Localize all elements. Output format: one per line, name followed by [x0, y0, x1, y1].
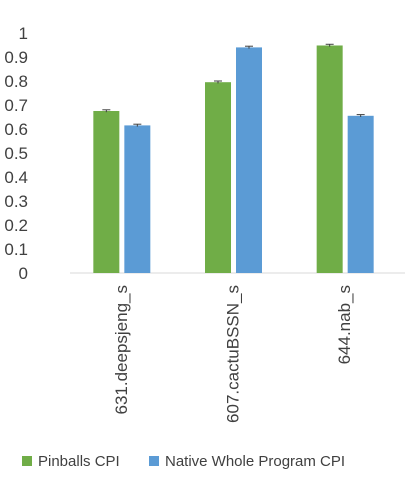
bar-pinballs-1 [205, 82, 231, 273]
legend: Pinballs CPI Native Whole Program CPI [22, 453, 345, 470]
y-tick-label: 0.6 [4, 120, 28, 139]
y-tick-label: 0.5 [4, 144, 28, 163]
bar-pinballs-0 [93, 111, 120, 273]
legend-swatch-native [149, 456, 159, 466]
y-tick-label: 0.3 [4, 192, 28, 211]
y-tick-label: 0.1 [4, 240, 28, 259]
y-tick-label: 0.8 [4, 72, 28, 91]
category-label: 644.nab_s [335, 285, 354, 364]
bar-native-0 [124, 125, 151, 274]
category-labels: 631.deepsjeng_s 607.cactuBSSN_s 644.nab_s [112, 285, 354, 423]
legend-label-native: Native Whole Program CPI [165, 453, 345, 470]
y-axis-ticks: 0 0.1 0.2 0.3 0.4 0.5 0.6 0.7 0.8 0.9 1 [4, 24, 28, 283]
y-tick-label: 1 [19, 24, 28, 43]
y-tick-label: 0.9 [4, 48, 28, 67]
bar-native-1 [236, 47, 262, 274]
bar-native-2 [347, 115, 374, 273]
y-tick-label: 0 [19, 264, 28, 283]
y-tick-label: 0.2 [4, 216, 28, 235]
legend-swatch-pinballs [22, 456, 32, 466]
y-tick-label: 0.4 [4, 168, 28, 187]
legend-label-pinballs: Pinballs CPI [38, 453, 120, 470]
bars [93, 43, 374, 274]
category-label: 631.deepsjeng_s [112, 285, 131, 415]
category-label: 607.cactuBSSN_s [224, 285, 243, 423]
bar-pinballs-2 [316, 45, 343, 274]
y-tick-label: 0.7 [4, 96, 28, 115]
